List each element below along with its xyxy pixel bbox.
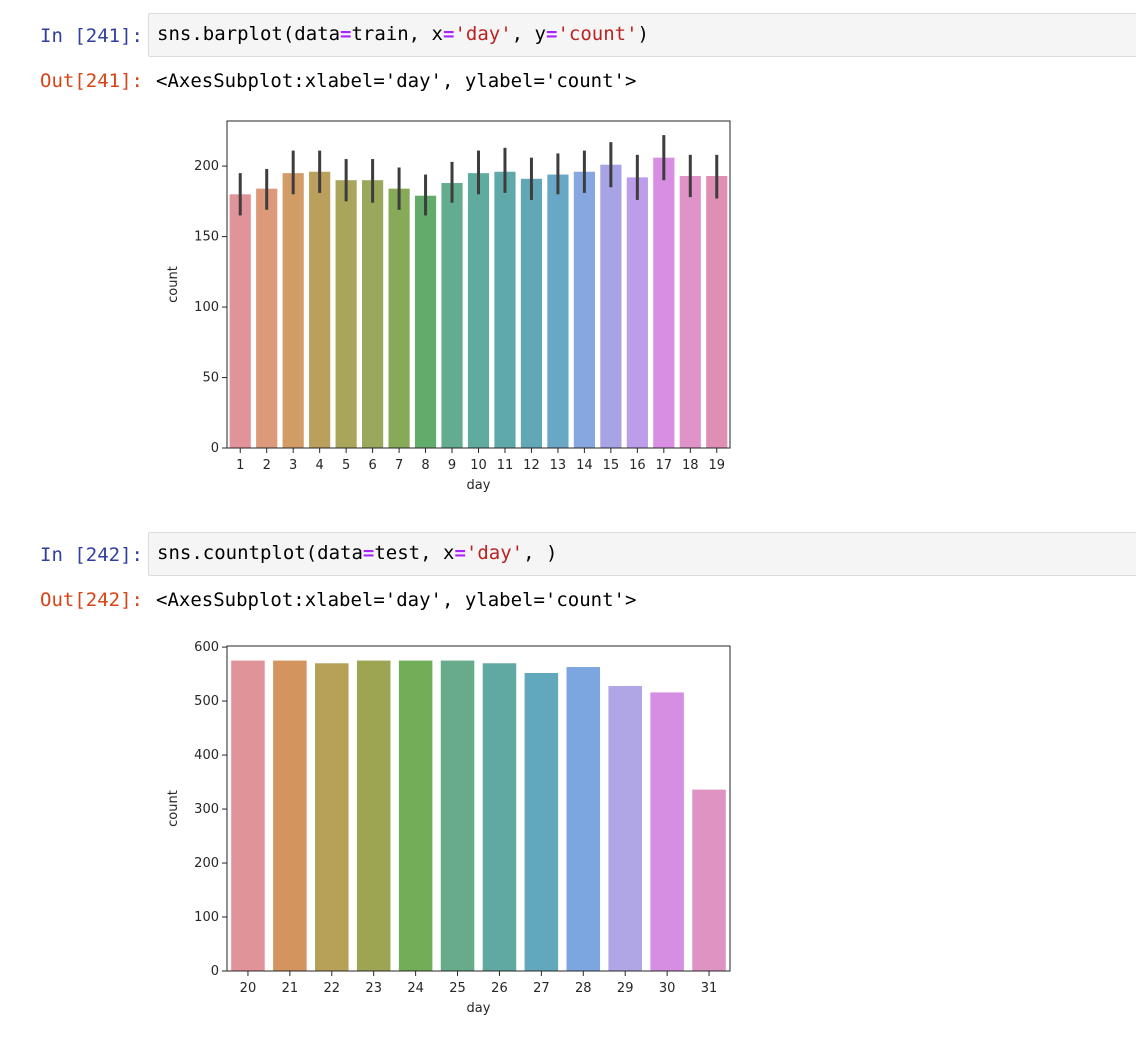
- bar-day-5: [335, 180, 357, 448]
- x-tick-label: 11: [497, 458, 514, 473]
- y-tick-label: 300: [194, 802, 219, 817]
- output-text: <AxesSubplot:xlabel='day', ylabel='count…: [156, 70, 637, 92]
- bar-day-24: [398, 660, 433, 971]
- x-tick-label: 29: [617, 981, 634, 996]
- x-tick-label: 31: [701, 981, 718, 996]
- x-tick-label: 19: [708, 458, 725, 473]
- bar-day-10: [467, 173, 490, 448]
- y-axis-label: count: [166, 790, 181, 827]
- x-tick-label: 25: [449, 981, 466, 996]
- bar-day-19: [706, 175, 728, 448]
- y-tick-label: 500: [194, 694, 219, 709]
- x-tick-label: 4: [316, 458, 324, 473]
- x-tick-label: 20: [240, 981, 257, 996]
- y-tick-label: 200: [194, 856, 219, 871]
- x-tick-label: 21: [282, 981, 299, 996]
- bar-day-3: [282, 173, 304, 448]
- axes-frame: [226, 645, 731, 972]
- y-tick-label: 600: [194, 640, 219, 655]
- bar-day-29: [608, 685, 642, 971]
- bar-day-11: [494, 171, 516, 448]
- bar-day-6: [362, 180, 384, 448]
- y-tick-label: 400: [194, 748, 219, 763]
- bar-day-20: [231, 660, 265, 971]
- y-tick-label: 100: [194, 300, 219, 315]
- x-tick-label: 28: [575, 981, 592, 996]
- bar-day-12: [520, 178, 543, 448]
- bar-day-23: [356, 660, 391, 971]
- bar-day-13: [547, 174, 569, 448]
- code-line: sns.countplot(data=test, x='day', ): [157, 542, 558, 564]
- countplot-chart: 0 100 200 300 400 500 600 20 21 22 23 24 25 26 27 28 29 3…: [166, 640, 731, 1016]
- bar-day-18: [679, 175, 701, 448]
- x-tick-label: 17: [656, 458, 673, 473]
- bar-day-15: [600, 164, 622, 448]
- bar-day-16: [626, 177, 648, 448]
- bar-day-28: [566, 667, 601, 971]
- x-tick-label: 12: [523, 458, 540, 473]
- bar-day-14: [573, 171, 595, 448]
- bar-day-9: [441, 183, 463, 448]
- y-tick-label: 100: [194, 910, 219, 925]
- output-prompt: Out[241]:: [40, 70, 143, 92]
- x-tick-label: 27: [533, 981, 550, 996]
- code-line: sns.barplot(data=train, x='day', y='coun…: [157, 23, 649, 45]
- y-axis-label: count: [166, 266, 181, 303]
- bar-day-17: [653, 157, 675, 448]
- bar-day-7: [388, 188, 410, 448]
- y-tick-label: 200: [194, 159, 219, 174]
- x-tick-label: 16: [629, 458, 646, 473]
- input-prompt: In [242]:: [40, 544, 143, 566]
- x-tick-label: 23: [365, 981, 382, 996]
- x-tick-label: 6: [368, 458, 376, 473]
- bar-day-1: [229, 194, 251, 448]
- bar-day-4: [309, 171, 331, 448]
- x-tick-label: 22: [324, 981, 341, 996]
- y-tick-label: 0: [211, 441, 219, 456]
- code-input-cell[interactable]: sns.countplot(data=test, x='day', ): [148, 532, 1136, 576]
- x-tick-label: 3: [289, 458, 297, 473]
- x-tick-label: 1: [236, 458, 244, 473]
- bar-day-25: [440, 660, 475, 971]
- x-tick-label: 26: [491, 981, 508, 996]
- bar-day-31: [692, 789, 726, 971]
- x-tick-label: 7: [395, 458, 403, 473]
- x-axis-label: day: [467, 478, 491, 493]
- y-tick-label: 150: [194, 230, 219, 245]
- x-tick-label: 14: [576, 458, 593, 473]
- bar-day-21: [273, 660, 307, 971]
- x-tick-label: 10: [470, 458, 487, 473]
- x-tick-label: 30: [659, 981, 676, 996]
- x-tick-label: 15: [603, 458, 620, 473]
- x-tick-label: 9: [448, 458, 456, 473]
- bar-day-26: [482, 663, 517, 971]
- x-tick-label: 24: [407, 981, 424, 996]
- bar-day-30: [650, 692, 684, 971]
- output-prompt: Out[242]:: [40, 589, 143, 611]
- x-axis-label: day: [467, 1001, 491, 1016]
- x-tick-label: 8: [421, 458, 429, 473]
- x-tick-label: 5: [342, 458, 350, 473]
- bar-day-2: [256, 188, 278, 448]
- bar-day-27: [524, 672, 559, 971]
- code-input-cell[interactable]: sns.barplot(data=train, x='day', y='coun…: [148, 13, 1136, 57]
- bar-day-22: [315, 663, 349, 971]
- input-prompt: In [241]:: [40, 25, 143, 47]
- output-text: <AxesSubplot:xlabel='day', ylabel='count…: [156, 589, 637, 611]
- x-tick-label: 18: [682, 458, 699, 473]
- x-tick-label: 2: [263, 458, 271, 473]
- x-tick-label: 13: [550, 458, 567, 473]
- y-tick-label: 0: [211, 964, 219, 979]
- bar-day-8: [414, 195, 437, 448]
- y-tick-label: 50: [202, 371, 219, 386]
